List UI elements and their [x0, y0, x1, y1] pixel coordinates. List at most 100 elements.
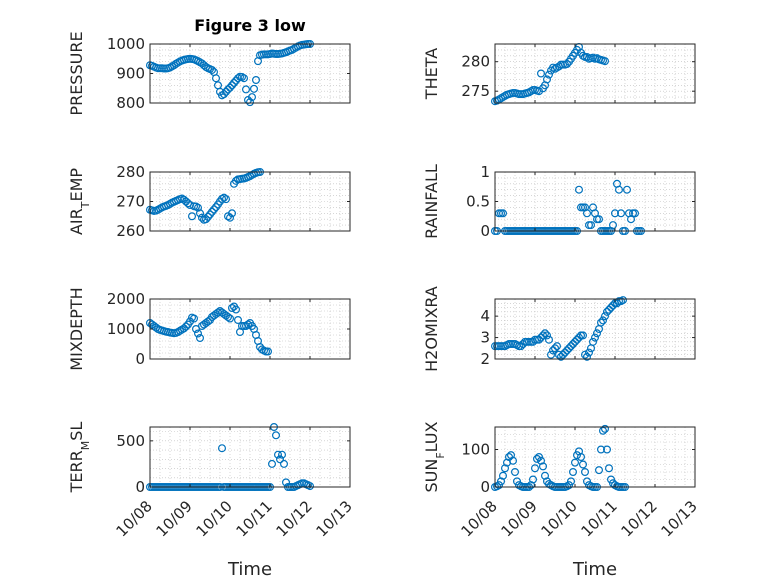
data-point: [226, 213, 235, 222]
data-point: [306, 482, 315, 491]
data-point: [228, 304, 237, 313]
data-point: [590, 333, 599, 342]
data-point: [594, 466, 603, 475]
data-point: [278, 450, 287, 459]
data-point: [600, 424, 609, 433]
y-tick-label: 270: [116, 193, 145, 211]
data-point: [548, 346, 557, 355]
series-theta: [491, 42, 609, 106]
y-axis-label: PRESSURE: [67, 31, 86, 115]
data-point: [600, 57, 609, 66]
data-point: [542, 331, 551, 340]
data-point: [512, 477, 521, 486]
data-point: [604, 464, 613, 473]
data-point: [596, 318, 605, 327]
data-point: [222, 87, 231, 96]
data-point: [568, 468, 577, 477]
data-point: [240, 74, 249, 83]
data-point: [584, 348, 593, 357]
data-point: [208, 207, 217, 216]
data-point: [212, 74, 221, 83]
y-axis-label: TERRMSL: [67, 422, 92, 494]
data-point: [580, 468, 589, 477]
y-tick-label: 0.5: [466, 193, 490, 211]
data-point: [544, 70, 553, 79]
data-point: [264, 347, 273, 356]
data-point: [252, 75, 261, 84]
data-point: [592, 329, 601, 338]
data-point: [250, 84, 259, 93]
y-tick-label: 1: [480, 163, 490, 181]
data-point: [224, 85, 233, 94]
y-tick-label: 275: [461, 82, 490, 100]
data-point: [244, 320, 253, 329]
data-point: [604, 305, 613, 314]
subplot-theta: 275 280 THETA: [422, 42, 696, 106]
data-point: [224, 313, 233, 322]
data-point: [242, 85, 251, 94]
data-point: [196, 209, 205, 218]
data-point: [282, 478, 291, 487]
axes-box: [494, 426, 696, 488]
x-tick-label: 10/13: [313, 497, 356, 540]
data-point: [190, 314, 199, 323]
y-tick-label: 1000: [107, 320, 145, 338]
x-axis-label-left: Time: [227, 559, 272, 580]
data-point: [630, 209, 639, 218]
data-point: [570, 337, 579, 346]
y-tick-label: 260: [116, 222, 145, 240]
data-point: [618, 296, 627, 305]
y-tick-label: 0: [480, 222, 490, 240]
x-axis-label-right: Time: [572, 559, 617, 580]
data-point: [540, 329, 549, 338]
data-point: [568, 340, 577, 349]
data-point: [570, 458, 579, 467]
y-tick-label: 0: [480, 478, 490, 496]
data-point: [194, 329, 203, 338]
data-point: [564, 481, 573, 490]
data-point: [562, 60, 571, 69]
data-point: [228, 209, 237, 218]
data-point: [208, 65, 217, 74]
data-point: [616, 209, 625, 218]
y-tick-label: 900: [116, 65, 145, 83]
data-point: [182, 322, 191, 331]
data-point: [612, 299, 621, 308]
data-point: [248, 93, 257, 102]
data-point: [232, 305, 241, 314]
axes-box: [494, 43, 696, 104]
data-point: [220, 90, 229, 99]
data-point: [511, 468, 520, 477]
data-point: [280, 459, 289, 468]
y-tick-label: 2: [480, 350, 490, 368]
data-point: [268, 459, 277, 468]
data-point: [530, 464, 539, 473]
data-point: [234, 74, 243, 83]
y-tick-label: 800: [116, 94, 145, 112]
x-tick-label: 10/13: [658, 497, 701, 540]
data-point: [582, 52, 591, 61]
data-point: [574, 185, 583, 194]
x-tick-label: 10/11: [233, 497, 276, 540]
data-point: [226, 314, 235, 323]
y-tick-label: 1000: [107, 35, 145, 53]
y-tick-label: 500: [116, 432, 145, 450]
y-axis-label: H2OMIXRA: [422, 286, 441, 372]
data-point: [562, 346, 571, 355]
data-point: [602, 307, 611, 316]
data-point: [600, 312, 609, 321]
subplot-rainfall: 0 0.5 1 RAINFALL: [422, 163, 696, 240]
data-point: [499, 209, 508, 218]
data-point: [556, 352, 565, 361]
data-point: [542, 75, 551, 84]
data-point: [546, 350, 555, 359]
data-point: [532, 454, 541, 463]
y-axis-label: RAINFALL: [422, 164, 441, 239]
y-tick-label: 3: [480, 329, 490, 347]
grid: [149, 427, 351, 488]
data-point: [614, 185, 623, 194]
x-tick-label: 10/12: [618, 497, 661, 540]
y-axis-label: AIRTEMP: [67, 168, 92, 235]
